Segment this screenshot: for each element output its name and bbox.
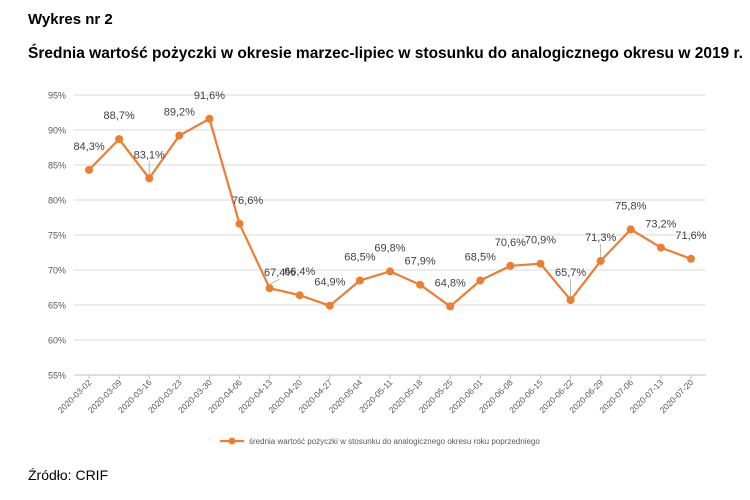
data-point — [416, 280, 425, 289]
data-label: 89,2% — [164, 107, 195, 119]
data-label: 65,7% — [555, 267, 586, 279]
data-point — [656, 243, 665, 252]
data-point — [145, 174, 154, 183]
data-point — [235, 219, 244, 228]
series-line — [88, 117, 692, 308]
data-point — [626, 225, 635, 234]
y-tick-label: 70% — [48, 266, 66, 276]
data-label: 67,4% — [264, 267, 295, 279]
legend-dot-marker — [228, 437, 236, 445]
data-point — [355, 276, 364, 285]
data-point — [325, 301, 334, 310]
data-point — [265, 284, 274, 293]
data-label: 70,6% — [495, 237, 526, 249]
data-points — [85, 114, 695, 311]
y-tick-label: 55% — [48, 371, 66, 381]
data-label: 64,9% — [314, 277, 345, 289]
data-point — [506, 261, 515, 270]
data-point — [295, 291, 304, 300]
y-tick-label: 60% — [48, 336, 66, 346]
data-label: 66,4% — [284, 266, 315, 278]
data-point — [536, 259, 545, 268]
data-label: 67,9% — [404, 256, 435, 268]
data-point — [446, 302, 455, 311]
label-leader — [269, 278, 280, 285]
figure-number: Wykres nr 2 — [28, 11, 113, 28]
y-axis: 55% 60% 65% 70% 75% 80% 85% 90% 95% — [48, 91, 66, 381]
data-point — [386, 267, 394, 276]
data-point — [115, 135, 124, 144]
data-point — [175, 131, 184, 140]
data-label: 73,2% — [645, 219, 676, 231]
y-tick-label: 80% — [48, 196, 66, 206]
data-label: 75,8% — [615, 200, 646, 212]
data-point — [596, 256, 605, 265]
data-point — [686, 254, 695, 263]
source-note: Źródło: CRIF — [28, 467, 109, 483]
y-tick-label: 95% — [48, 91, 66, 101]
data-point — [476, 276, 485, 285]
data-label: 68,5% — [344, 252, 375, 264]
legend-entry: średnia wartość pożyczki w stosunku do a… — [249, 437, 540, 446]
data-label: 64,8% — [435, 277, 466, 289]
data-point — [85, 165, 94, 174]
y-tick-label: 75% — [48, 231, 66, 241]
data-label: 84,3% — [73, 141, 104, 153]
y-tick-label: 90% — [48, 126, 66, 136]
x-axis: 2020-03-022020-03-092020-03-162020-03-23… — [56, 375, 696, 415]
data-label: 68,5% — [465, 252, 496, 264]
label-leaders — [148, 161, 602, 297]
data-label: 70,9% — [525, 235, 556, 247]
data-point — [566, 296, 575, 305]
data-label: 88,7% — [104, 110, 135, 122]
data-label: 83,1% — [134, 149, 165, 161]
data-label: 71,6% — [675, 230, 706, 242]
y-tick-label: 85% — [48, 161, 66, 171]
data-label: 71,3% — [585, 232, 616, 244]
data-label: 76,6% — [232, 195, 263, 207]
legend: średnia wartość pożyczki w stosunku do a… — [220, 437, 540, 446]
chart-title: Średnia wartość pożyczki w okresie marze… — [28, 45, 743, 62]
data-label: 91,6% — [194, 90, 225, 102]
series-line-path — [88, 117, 692, 308]
data-labels: 84,3% 88,7% 83,1% 89,2% 91,6% 76,6% 67,4%66,4%… — [73, 90, 706, 290]
data-point — [205, 114, 214, 123]
data-label: 69,8% — [374, 242, 405, 254]
y-tick-label: 65% — [48, 301, 66, 311]
